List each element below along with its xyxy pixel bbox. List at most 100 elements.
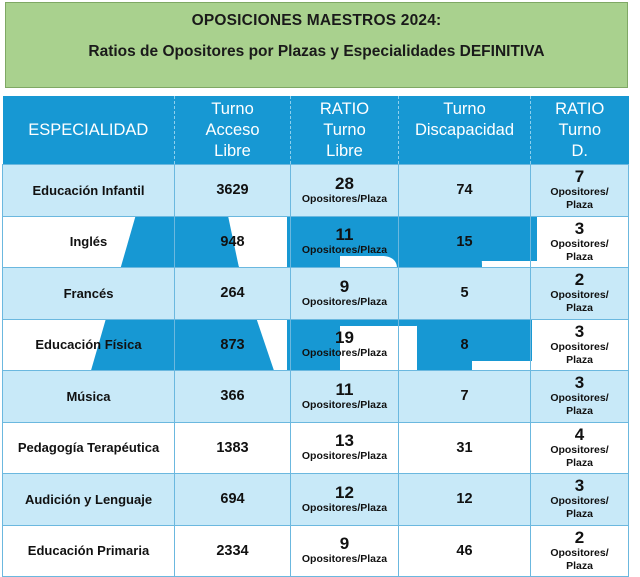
cell-ratio-libre: 19 Opositores/Plaza [290,318,399,371]
header-line: Turno [443,100,486,118]
ratio-unit: Opositores/Plaza [301,501,388,514]
ratio-unit: Opositores/Plaza [301,192,388,205]
cell-ratio-libre: 12 Opositores/Plaza [290,473,399,526]
ratio-unit: Plaza [566,508,593,521]
ratio-unit: Plaza [566,199,593,212]
ratio-unit: Opositores/Plaza [301,244,388,257]
header-line: Turno [558,120,602,139]
title-banner: OPOSICIONES MAESTROS 2024: Ratios de Opo… [5,2,628,88]
ratio-unit: Opositores/Plaza [301,398,388,411]
ratio-unit: Opositores/Plaza [301,347,388,360]
header-line: RATIO [555,99,605,118]
ratio-unit: Opositores/ [550,495,609,508]
ratio-unit: Opositores/ [550,546,609,559]
ratio-unit: Plaza [566,250,593,263]
ratio-value: 11 [335,379,354,399]
cell-ratio-d: 3 Opositores/Plaza [530,318,629,371]
header-ratio-turno-d: RATIO Turno D. [530,96,629,165]
ratio-value: 2 [574,527,585,547]
cell-ratio-libre: 28 Opositores/Plaza [290,164,399,217]
ratio-value: 3 [574,218,585,238]
header-line: D. [571,141,589,160]
header-line: Libre [214,141,251,160]
ratio-value: 11 [335,225,354,245]
cell-acceso-libre: 694 [174,473,291,526]
ratio-unit: Opositores/ [550,186,609,199]
cell-especialidad: Inglés [2,215,175,268]
ratio-unit: Opositores/ [550,443,609,456]
cell-especialidad: Audición y Lenguaje [2,473,175,526]
header-line: Turno [323,120,366,139]
table-row: Educación Física 873 19 Opositores/Plaza … [2,318,629,371]
ratio-value: 3 [574,373,585,393]
cell-acceso-libre: 3629 [174,164,291,217]
ratio-unit: Opositores/ [550,392,609,405]
cell-discapacidad: 74 [398,164,531,217]
cell-acceso-libre: 948 [174,215,291,268]
ratio-unit: Opositores/Plaza [301,295,388,308]
cell-ratio-libre: 9 Opositores/Plaza [290,267,399,320]
table-row: Educación Infantil 3629 28 Opositores/Pla… [2,164,629,217]
cell-ratio-libre: 11 Opositores/Plaza [290,215,399,268]
table-row: Inglés 948 11 Opositores/Plaza 15 3 Oposit… [2,215,629,268]
ratio-unit: Opositores/ [550,340,609,353]
cell-acceso-libre: 1383 [174,421,291,474]
ratio-unit: Opositores/ [550,289,609,302]
ratio-unit: Opositores/Plaza [301,450,388,463]
cell-especialidad: Francés [2,267,175,320]
cell-ratio-d: 3 Opositores/Plaza [530,370,629,423]
cell-discapacidad: 15 [398,215,531,268]
ratio-value: 3 [574,476,585,496]
cell-ratio-libre: 9 Opositores/Plaza [290,524,399,577]
table-row: Audición y Lenguaje 694 12 Opositores/Pla… [2,473,629,526]
cell-discapacidad: 12 [398,473,531,526]
cell-acceso-libre: 2334 [174,524,291,577]
ratios-table: ESPECIALIDAD Turno Acceso Libre RATIO Tu… [2,96,629,577]
header-line: Discapacidad [414,121,515,139]
table-row: Francés 264 9 Opositores/Plaza 5 2 Oposito… [2,267,629,320]
ratio-value: 3 [574,321,585,341]
cell-ratio-d: 2 Opositores/Plaza [530,267,629,320]
header-line: RATIO [319,99,370,118]
cell-discapacidad: 7 [398,370,531,423]
cell-ratio-d: 4 Opositores/Plaza [530,421,629,474]
main-title: OPOSICIONES MAESTROS 2024: [191,12,442,29]
ratio-value: 9 [339,276,350,296]
cell-especialidad: Educación Física [2,318,175,371]
table-row: Música 366 11 Opositores/Plaza 7 3 Oposito… [2,370,629,423]
ratio-value: 9 [339,534,350,554]
cell-especialidad: Música [2,370,175,423]
cell-especialidad: Pedagogía Terapéutica [2,421,175,474]
ratio-unit: Plaza [566,302,593,315]
header-ratio-turno-libre: RATIO Turno Libre [290,96,399,165]
table-row: Educación Primaria 2334 9 Opositores/Plaz… [2,524,629,577]
cell-discapacidad: 31 [398,421,531,474]
header-line: Turno [211,99,254,118]
cell-ratio-d: 3 Opositores/Plaza [530,473,629,526]
header-label: ESPECIALIDAD [28,120,149,139]
ratio-unit: Plaza [566,353,593,366]
cell-especialidad: Educación Infantil [2,164,175,217]
cell-acceso-libre: 873 [174,318,291,371]
cell-ratio-d: 7 Opositores/Plaza [530,164,629,217]
header-turno-discapacidad: Turno Discapacidad [398,96,531,165]
cell-acceso-libre: 366 [174,370,291,423]
table-row: Pedagogía Terapéutica 1383 13 Opositores/… [2,421,629,474]
header-row: ESPECIALIDAD Turno Acceso Libre RATIO Tu… [2,96,629,165]
ratio-unit: Plaza [566,456,593,469]
ratio-value: 4 [574,424,585,444]
cell-ratio-libre: 13 Opositores/Plaza [290,421,399,474]
header-especialidad: ESPECIALIDAD [2,96,175,165]
cell-discapacidad: 46 [398,524,531,577]
ratio-unit: Plaza [566,405,593,418]
header-line: Libre [326,141,363,160]
ratio-value: 12 [335,482,354,502]
cell-ratio-d: 2 Opositores/Plaza [530,524,629,577]
cell-ratio-d: 3 Opositores/Plaza [530,215,629,268]
cell-especialidad: Educación Primaria [2,524,175,577]
header-turno-acceso-libre: Turno Acceso Libre [174,96,291,165]
ratio-value: 13 [335,431,354,451]
cell-acceso-libre: 264 [174,267,291,320]
ratio-unit: Plaza [566,559,593,572]
header-line: Acceso [205,120,260,139]
